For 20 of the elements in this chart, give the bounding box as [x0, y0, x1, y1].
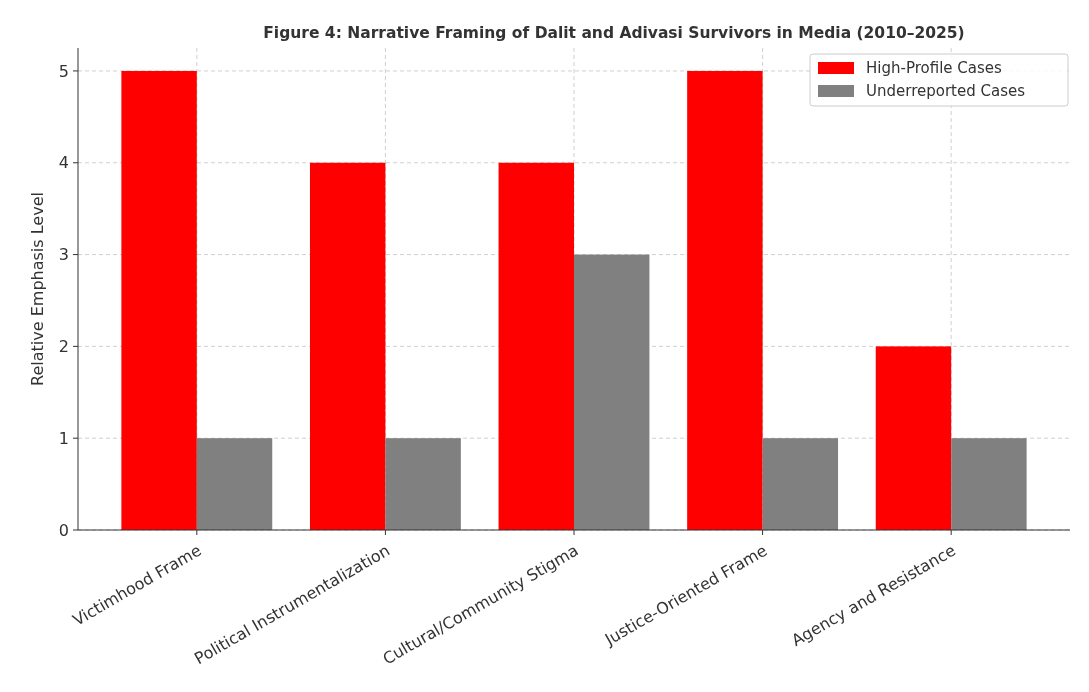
bar [762, 438, 839, 530]
bar [498, 162, 574, 530]
bar [121, 70, 197, 530]
y-tick-label: 5 [58, 61, 69, 81]
bar [196, 438, 273, 530]
bar [875, 346, 952, 530]
y-tick-label: 1 [58, 428, 69, 448]
y-tick-label: 0 [58, 520, 69, 540]
legend-label: High-Profile Cases [866, 59, 1003, 78]
y-axis-title: Relative Emphasis Level [28, 192, 47, 386]
y-tick-label: 3 [58, 245, 69, 265]
bar [309, 162, 386, 530]
bar [385, 438, 461, 530]
y-tick-label: 2 [58, 336, 69, 356]
bar [574, 254, 650, 530]
bar [687, 70, 763, 530]
chart-title: Figure 4: Narrative Framing of Dalit and Adivasi Survivors in Media (2010–2025) [263, 24, 965, 42]
y-tick-label: 4 [58, 153, 69, 173]
legend-label: Underreported Cases [866, 82, 1026, 101]
bar [951, 438, 1027, 530]
